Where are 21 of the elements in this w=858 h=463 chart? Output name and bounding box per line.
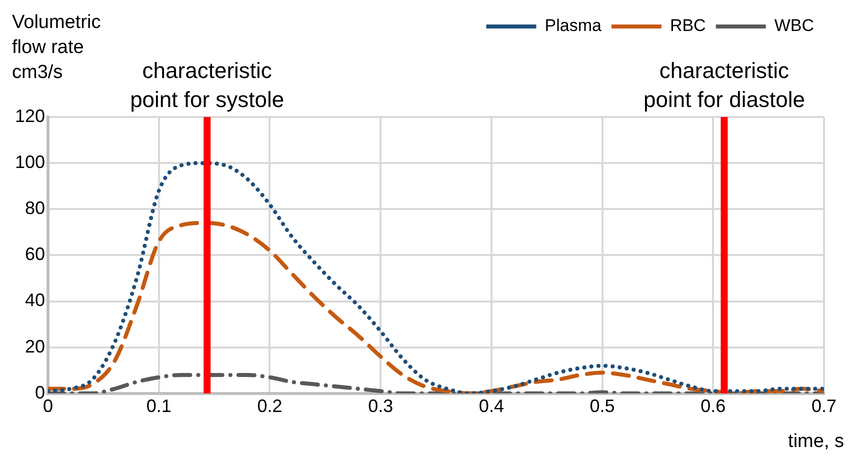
- y-axis-title: Volumetric flow rate cm3/s: [12, 12, 101, 83]
- x-tick-label: 0.1: [146, 396, 172, 416]
- x-tick-label: 0.2: [257, 396, 282, 416]
- ref-line-label: characteristic point for diastole: [644, 58, 805, 112]
- ref-line-label: characteristic point for systole: [130, 58, 284, 112]
- y-tick-label: 20: [25, 336, 46, 356]
- legend-label: WBC: [774, 16, 814, 36]
- x-tick-label: 0.7: [811, 396, 837, 416]
- y-tick-label: 120: [14, 106, 46, 126]
- x-tick-label: 0.4: [478, 396, 504, 416]
- x-tick-label: 0.3: [368, 396, 394, 416]
- y-tick-label: 60: [25, 244, 46, 264]
- y-tick-label: 40: [25, 290, 46, 310]
- legend-label: RBC: [670, 16, 706, 36]
- legend-label: Plasma: [544, 16, 602, 36]
- x-tick-label: 0.6: [700, 396, 726, 416]
- x-tick-label: 0.5: [590, 396, 615, 416]
- y-tick-label: 100: [14, 152, 46, 172]
- x-axis-title: time, s: [788, 431, 844, 452]
- y-tick-label: 0: [35, 382, 46, 402]
- y-tick-label: 80: [25, 198, 46, 218]
